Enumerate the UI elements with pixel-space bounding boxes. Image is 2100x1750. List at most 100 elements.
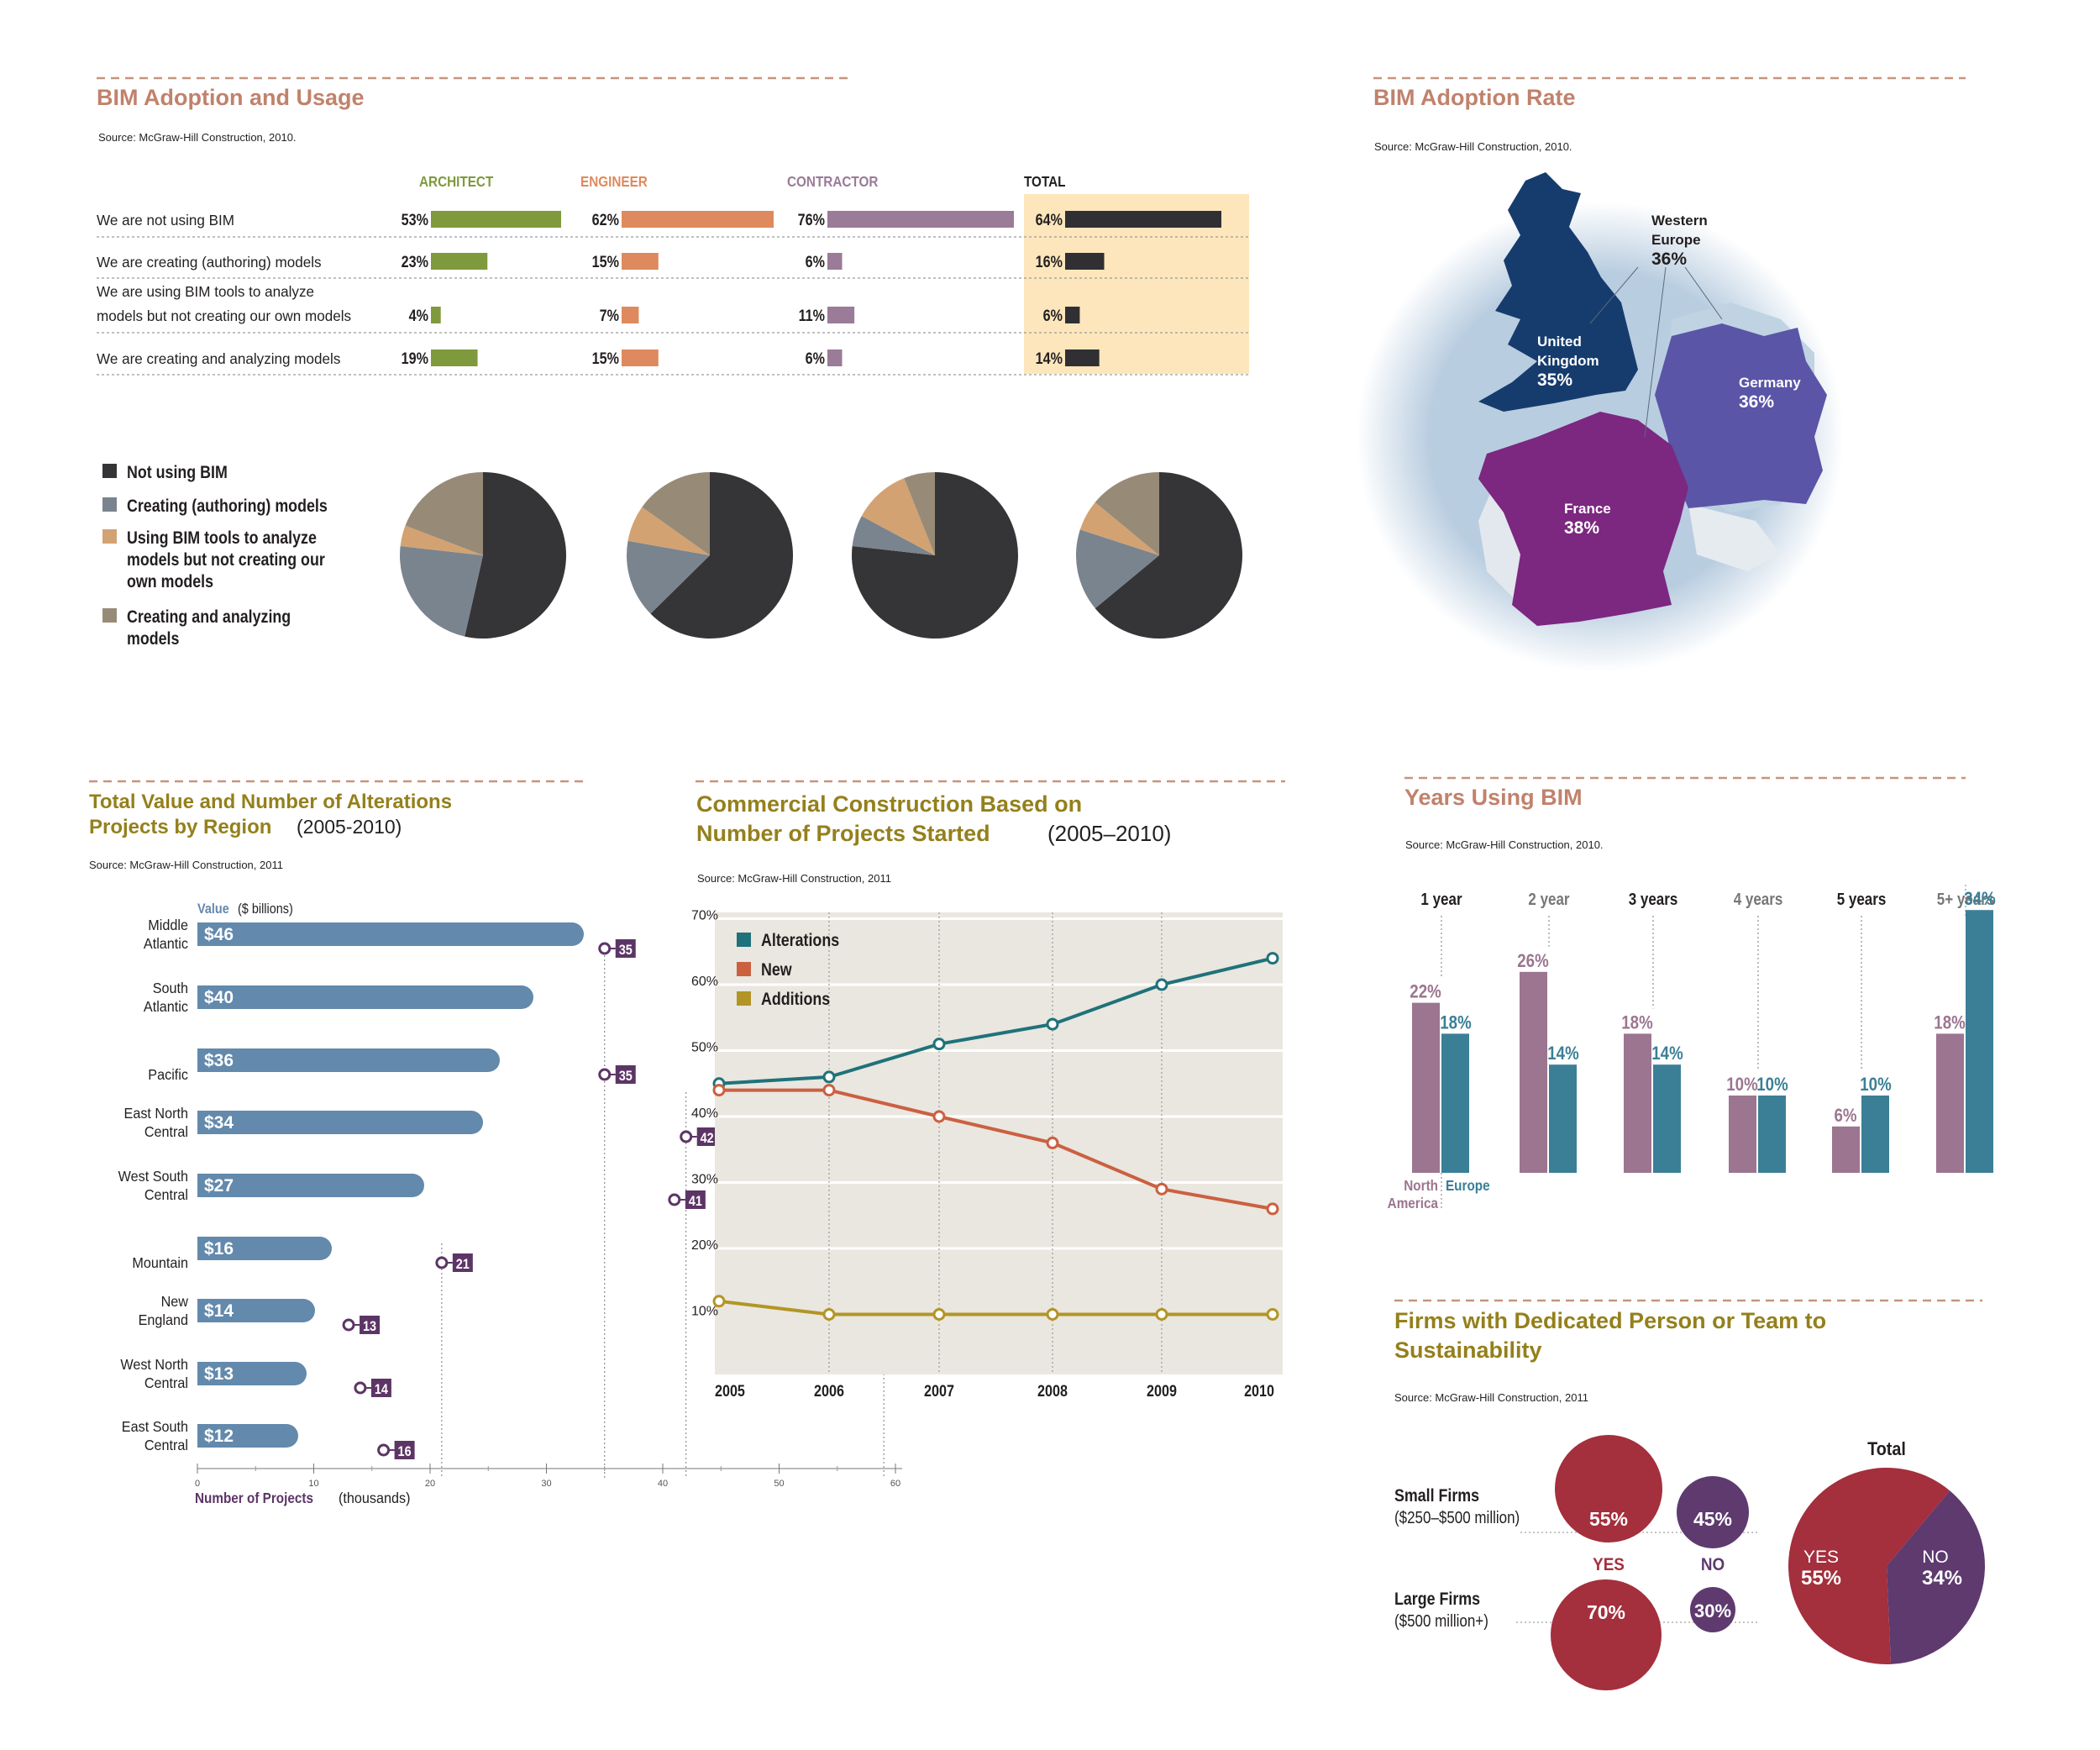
value-bar — [197, 1362, 307, 1385]
point-alterations — [932, 1038, 946, 1051]
pie-slice-creating — [1076, 529, 1159, 609]
bar-value-label: 16% — [1036, 253, 1063, 271]
pie-slice-create-analyze — [1095, 472, 1159, 555]
bar-value-label: 11% — [799, 307, 826, 325]
point-additions — [1155, 1308, 1168, 1321]
region-label: New — [161, 1293, 189, 1310]
projects-label-box — [370, 1379, 391, 1397]
legend-label: Additions — [761, 990, 830, 1010]
projects-tick-label: 0 — [195, 1479, 200, 1489]
region-label: Central — [144, 1123, 188, 1140]
bar-value-label: 64% — [1036, 211, 1063, 229]
bar-engineer — [622, 253, 659, 270]
bar-value-label: 19% — [402, 349, 429, 368]
firm-group-name: Large Firms — [1394, 1590, 1480, 1610]
bar-value-europe: 34% — [1964, 890, 1995, 910]
x-tick-label: 2010 — [1244, 1382, 1274, 1401]
total-pie-yes — [1788, 1468, 1950, 1665]
pie-slice-creating — [400, 546, 483, 637]
bar-engineer — [622, 349, 659, 366]
point-alterations — [1155, 978, 1168, 991]
x-tick-label: 2005 — [715, 1382, 745, 1401]
firm-group-name: Small Firms — [1394, 1486, 1479, 1506]
region-france-label: France — [1564, 501, 1611, 517]
region-france-value: 38% — [1564, 518, 1599, 538]
region-united-kingdom-label: United — [1537, 334, 1582, 349]
projects-label-box — [615, 1065, 636, 1084]
point-alterations — [1046, 1017, 1059, 1031]
legend-label: Creating and analyzing — [127, 607, 291, 628]
value-bar — [197, 922, 584, 946]
legend-swatch — [737, 962, 751, 976]
y-tick-label: 40% — [691, 1106, 718, 1121]
plot-background — [715, 912, 1283, 1374]
projects-label-box — [615, 939, 636, 958]
bar-engineer — [622, 211, 774, 228]
point-additions — [1266, 1308, 1279, 1321]
projects-label-box — [360, 1316, 381, 1334]
map-leader-line — [1684, 266, 1723, 320]
projects-axis-label: Number of Projects — [195, 1490, 313, 1506]
legend-north-america: America — [1388, 1195, 1439, 1211]
bar-value-europe: 10% — [1860, 1075, 1891, 1096]
column-header-architect: ARCHITECT — [419, 173, 494, 190]
projects-value: 41 — [689, 1194, 702, 1209]
row-label: We are creating and analyzing models — [97, 350, 341, 368]
value-bar — [197, 1299, 315, 1322]
pie-slice-analyze-tools — [400, 525, 483, 555]
total-no-label: NO — [1922, 1548, 1949, 1567]
total-yes-label: YES — [1803, 1548, 1839, 1567]
total-pie-title: Total — [1867, 1439, 1906, 1459]
bar-architect — [431, 349, 478, 366]
region-united-kingdom-value: 35% — [1537, 370, 1572, 390]
adoption-rate-title: BIM Adoption Rate — [1373, 85, 1575, 110]
firm-group-sub: ($250–$500 million) — [1394, 1508, 1520, 1527]
bar-north-america — [1832, 1126, 1860, 1173]
value-bar-label: $14 — [204, 1301, 234, 1321]
bar-contractor — [827, 307, 855, 323]
sustainability-source: Source: McGraw-Hill Construction, 2011 — [1394, 1391, 1588, 1404]
bar-north-america — [1624, 1033, 1651, 1173]
bar-value-label: 4% — [409, 307, 429, 325]
row-label: models but not creating our own models — [97, 307, 351, 325]
years-category-label: 2 year — [1528, 890, 1569, 909]
map-land-alps — [1688, 504, 1781, 571]
bar-value-north-america: 22% — [1410, 982, 1441, 1002]
legend-europe: Europe — [1446, 1177, 1490, 1194]
total-no-value: 34% — [1922, 1567, 1962, 1590]
region-label: East South — [122, 1418, 188, 1435]
legend-label: Creating (authoring) models — [127, 497, 328, 517]
bar-value-label: 15% — [592, 253, 620, 271]
bar-value-north-america: 26% — [1517, 951, 1548, 971]
point-additions — [932, 1308, 946, 1321]
legend-label: Using BIM tools to analyze — [127, 528, 317, 549]
pie-slice-not-using — [650, 472, 794, 639]
x-tick-label: 2008 — [1037, 1382, 1068, 1401]
bar-value-label: 6% — [1043, 307, 1063, 325]
map-united-kingdom — [1478, 172, 1638, 412]
region-label: England — [139, 1311, 188, 1328]
value-bar — [197, 985, 533, 1009]
value-bar-label: $46 — [204, 925, 234, 944]
projects-tick-label: 20 — [425, 1479, 435, 1489]
projects-value: 16 — [398, 1444, 412, 1459]
bar-value-europe: 14% — [1547, 1044, 1578, 1064]
value-bar-label: $40 — [204, 988, 234, 1007]
value-bar — [197, 1174, 424, 1197]
projects-value: 35 — [619, 943, 633, 958]
bar-europe — [1758, 1096, 1786, 1173]
bar-architect — [431, 307, 441, 323]
value-bar-label: $27 — [204, 1176, 234, 1196]
bar-value-europe: 14% — [1651, 1044, 1683, 1064]
years-category-label: 4 years — [1734, 890, 1783, 909]
projects-label-box — [685, 1190, 706, 1209]
bar-value-europe: 10% — [1756, 1075, 1788, 1096]
value-bar-label: $36 — [204, 1051, 234, 1070]
region-label: Atlantic — [144, 998, 189, 1015]
bar-value-label: 23% — [402, 253, 429, 271]
region-label: Middle — [148, 917, 188, 933]
point-new — [1266, 1202, 1279, 1216]
value-bar — [197, 1424, 298, 1448]
map-leader-line — [1644, 266, 1667, 438]
